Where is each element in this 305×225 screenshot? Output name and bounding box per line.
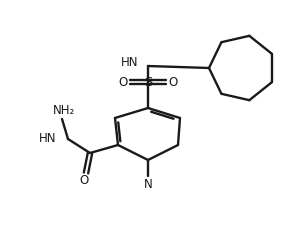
Text: HN: HN bbox=[38, 133, 56, 146]
Text: HN: HN bbox=[120, 56, 138, 70]
Text: O: O bbox=[118, 76, 127, 88]
Text: NH₂: NH₂ bbox=[53, 104, 75, 117]
Text: S: S bbox=[144, 76, 152, 88]
Text: O: O bbox=[168, 76, 178, 88]
Text: N: N bbox=[144, 178, 152, 191]
Text: O: O bbox=[79, 175, 89, 187]
